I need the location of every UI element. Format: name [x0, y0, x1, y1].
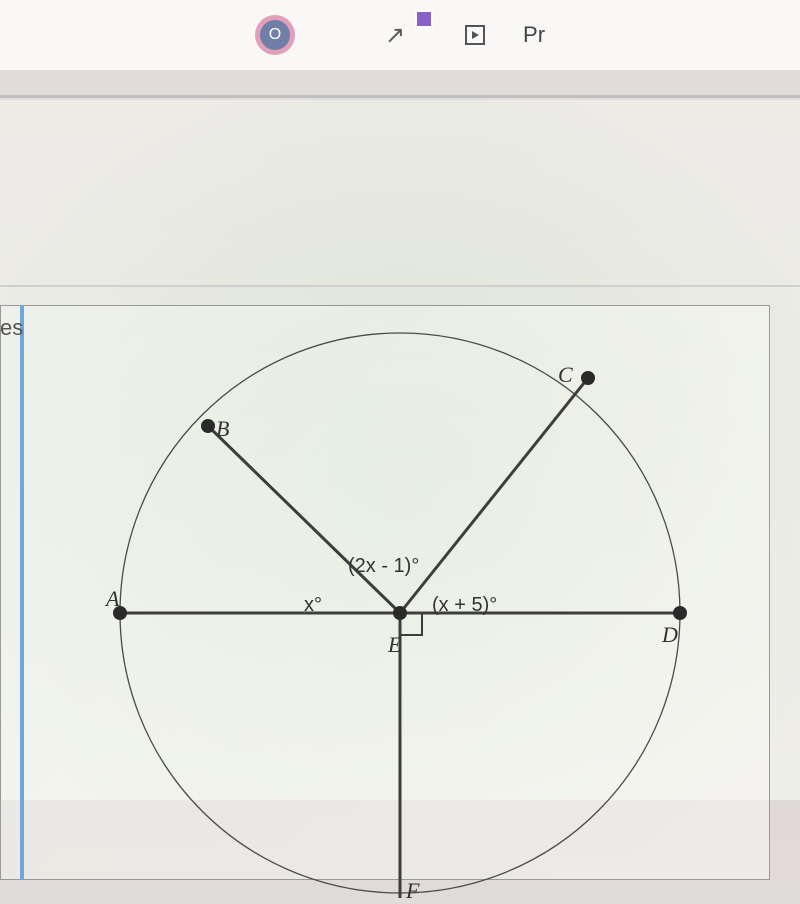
avatar-initial[interactable]: O — [260, 20, 290, 50]
section-divider — [0, 285, 800, 287]
angle-label-x-5: (x + 5)° — [432, 594, 497, 617]
label-b: B — [216, 416, 229, 442]
label-e: E — [388, 632, 401, 658]
point-c — [581, 371, 595, 385]
content-area: es A B C D E F x° (2x - 1)° (x + 5)° — [0, 100, 800, 800]
label-a: A — [106, 586, 119, 612]
label-d: D — [662, 622, 678, 648]
browser-top-bar: O ↗ Pr — [0, 0, 800, 70]
ray-eb — [208, 426, 400, 613]
blue-margin-rule — [20, 305, 24, 880]
point-d — [673, 606, 687, 620]
ray-ec — [400, 378, 588, 613]
point-b — [201, 419, 215, 433]
circle-angle-diagram — [40, 308, 760, 898]
trend-arrow-icon[interactable]: ↗ — [385, 21, 405, 50]
label-f: F — [406, 878, 419, 904]
angle-label-2x-1: (2x - 1)° — [348, 555, 419, 578]
avatar-group: O — [255, 15, 295, 55]
present-button-fragment[interactable]: Pr — [523, 22, 545, 48]
presence-badge-icon — [415, 10, 433, 28]
label-c: C — [558, 362, 573, 388]
avatar-ring: O — [255, 15, 295, 55]
toolbar-divider — [0, 95, 800, 98]
point-e — [393, 606, 407, 620]
play-in-box-icon[interactable] — [465, 25, 485, 45]
cutoff-text-fragment: es — [0, 315, 23, 341]
angle-label-x: x° — [304, 594, 322, 617]
